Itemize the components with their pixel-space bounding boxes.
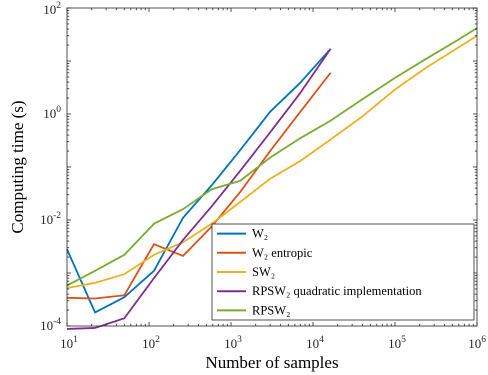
series-line-3 — [66, 34, 478, 289]
series-line-2 — [66, 72, 332, 300]
y-tick-labels: 10-4 10-2 100 102 — [40, 1, 61, 333]
y-tick-label: 10-4 — [40, 317, 61, 333]
legend-box — [211, 223, 475, 321]
x-tick-label: 101 — [60, 335, 78, 351]
legend: W₂ W₂ entropic SW₂ RPSW₂ quadratic implemen… — [211, 223, 475, 321]
series-lines — [66, 27, 478, 330]
x-tick-label: 105 — [388, 335, 406, 351]
x-tick-label: 106 — [468, 335, 486, 351]
x-tick-labels: 101 102 103 104 105 106 — [60, 335, 486, 351]
x-tick-label: 102 — [142, 335, 160, 351]
x-axis-label: Number of samples — [205, 353, 338, 372]
y-tick-label: 100 — [43, 105, 61, 121]
x-tick-label: 103 — [224, 335, 242, 351]
legend-label-5: RPSW₂ — [252, 303, 290, 317]
tick-marks — [66, 7, 478, 327]
legend-label-4: RPSW₂ quadratic implementation — [252, 284, 422, 298]
legend-label-1: W₂ — [252, 227, 268, 241]
y-tick-label: 10-2 — [40, 211, 61, 227]
legend-label-2: W₂ entropic — [252, 246, 313, 260]
legend-label-3: SW₂ — [252, 265, 275, 279]
series-line-4 — [66, 48, 332, 330]
y-tick-label: 102 — [43, 1, 61, 17]
x-tick-label: 104 — [306, 335, 324, 351]
series-line-5 — [66, 27, 478, 287]
y-axis-label: Computing time (s) — [8, 100, 27, 233]
series-line-1 — [66, 48, 332, 314]
